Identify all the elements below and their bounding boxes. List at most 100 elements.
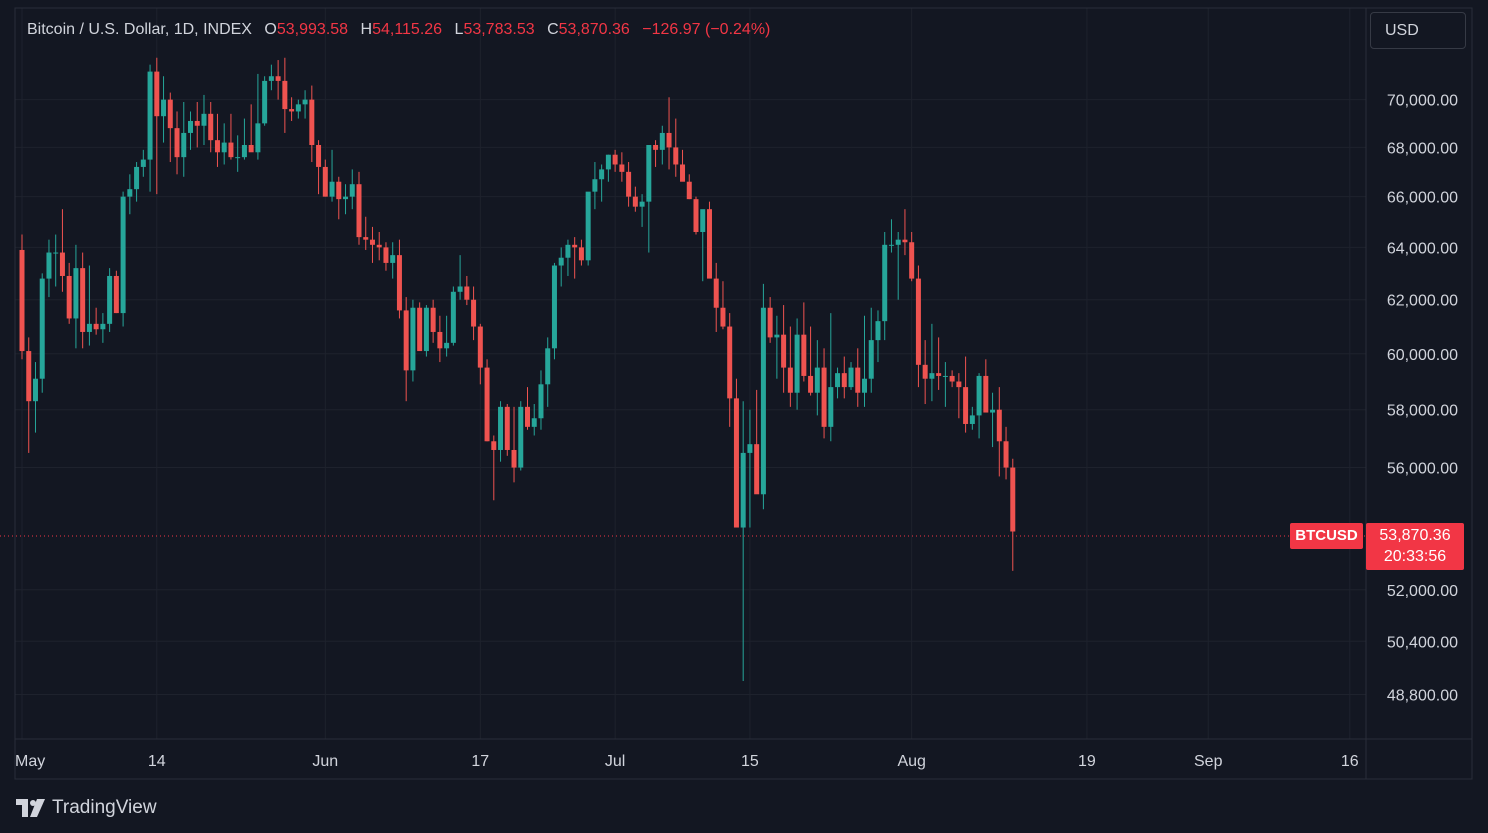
candle[interactable]: [794, 318, 800, 410]
candle[interactable]: [390, 242, 396, 279]
currency-button[interactable]: USD: [1370, 12, 1466, 49]
candle[interactable]: [626, 162, 632, 207]
candle[interactable]: [201, 94, 207, 146]
candle[interactable]: [909, 231, 915, 282]
candle[interactable]: [525, 387, 530, 430]
candle[interactable]: [32, 362, 38, 433]
candle[interactable]: [713, 262, 719, 332]
candle[interactable]: [963, 356, 969, 433]
candle[interactable]: [228, 113, 234, 160]
candle[interactable]: [632, 186, 638, 212]
candle[interactable]: [558, 247, 564, 287]
candle[interactable]: [289, 97, 295, 121]
candle[interactable]: [996, 387, 1002, 477]
candle[interactable]: [356, 171, 362, 245]
candle[interactable]: [134, 162, 140, 202]
candle[interactable]: [396, 239, 402, 319]
candle[interactable]: [450, 286, 456, 346]
candle[interactable]: [599, 164, 605, 202]
candle[interactable]: [59, 209, 65, 292]
candle[interactable]: [915, 265, 921, 388]
candle[interactable]: [343, 184, 349, 215]
candle[interactable]: [767, 297, 773, 343]
candle[interactable]: [322, 159, 328, 197]
candle[interactable]: [511, 406, 517, 483]
candle[interactable]: [760, 283, 766, 510]
candle[interactable]: [336, 176, 342, 220]
tradingview-logo[interactable]: TradingView: [16, 796, 157, 820]
candle[interactable]: [902, 209, 908, 256]
candle[interactable]: [464, 275, 470, 306]
candle[interactable]: [66, 262, 72, 324]
candle[interactable]: [868, 307, 874, 393]
candle[interactable]: [605, 154, 611, 182]
candle[interactable]: [781, 305, 787, 393]
candle[interactable]: [444, 315, 450, 357]
candle[interactable]: [127, 174, 133, 215]
candle[interactable]: [457, 255, 463, 300]
candle[interactable]: [403, 297, 409, 402]
candle[interactable]: [518, 401, 524, 471]
candle[interactable]: [936, 337, 942, 390]
candle[interactable]: [477, 323, 483, 385]
candle[interactable]: [673, 118, 679, 177]
candle[interactable]: [1010, 458, 1016, 571]
candle[interactable]: [86, 265, 92, 346]
candle[interactable]: [700, 209, 706, 282]
candle-series[interactable]: [19, 57, 1016, 682]
candle[interactable]: [841, 356, 847, 399]
candle[interactable]: [423, 305, 429, 357]
candle[interactable]: [888, 219, 894, 253]
candle[interactable]: [174, 111, 180, 175]
candle[interactable]: [316, 140, 322, 195]
candle[interactable]: [949, 370, 955, 388]
candle[interactable]: [612, 149, 618, 172]
candle[interactable]: [787, 326, 793, 407]
candle[interactable]: [437, 315, 443, 363]
candle[interactable]: [221, 123, 227, 165]
candle[interactable]: [922, 340, 928, 405]
candle[interactable]: [545, 337, 551, 407]
time-axis[interactable]: May 14 Jun 17 Jul 15 Aug 19 Sep 16: [15, 753, 1359, 770]
candle[interactable]: [862, 315, 867, 407]
candle[interactable]: [275, 60, 281, 100]
candle[interactable]: [383, 242, 389, 271]
candle[interactable]: [814, 340, 820, 416]
candle[interactable]: [376, 231, 382, 261]
candle[interactable]: [855, 348, 861, 407]
candle[interactable]: [255, 73, 261, 160]
candle[interactable]: [262, 76, 268, 126]
candle[interactable]: [181, 101, 187, 177]
candle[interactable]: [538, 370, 544, 430]
candle[interactable]: [895, 231, 901, 300]
candle[interactable]: [720, 281, 726, 330]
candle[interactable]: [531, 404, 537, 436]
candle[interactable]: [821, 348, 827, 439]
candle[interactable]: [309, 85, 315, 163]
candle[interactable]: [363, 216, 369, 250]
candle[interactable]: [282, 57, 288, 133]
candle[interactable]: [53, 234, 59, 287]
candle[interactable]: [882, 231, 888, 341]
candle[interactable]: [848, 362, 854, 390]
candle[interactable]: [551, 262, 557, 360]
candle[interactable]: [659, 125, 665, 165]
candle[interactable]: [107, 268, 113, 332]
candle[interactable]: [188, 111, 193, 150]
candle[interactable]: [572, 237, 578, 279]
candle[interactable]: [565, 239, 571, 276]
candle[interactable]: [585, 191, 591, 266]
candle[interactable]: [241, 118, 247, 160]
candle[interactable]: [754, 389, 760, 495]
candle[interactable]: [430, 299, 436, 343]
candle[interactable]: [161, 76, 167, 143]
candle[interactable]: [19, 234, 25, 360]
candle[interactable]: [578, 239, 584, 266]
candle[interactable]: [295, 99, 301, 119]
candle[interactable]: [808, 326, 814, 396]
candle[interactable]: [93, 307, 99, 335]
candle[interactable]: [727, 313, 733, 427]
candle[interactable]: [956, 373, 962, 419]
candle[interactable]: [990, 392, 996, 448]
candle[interactable]: [349, 169, 355, 210]
